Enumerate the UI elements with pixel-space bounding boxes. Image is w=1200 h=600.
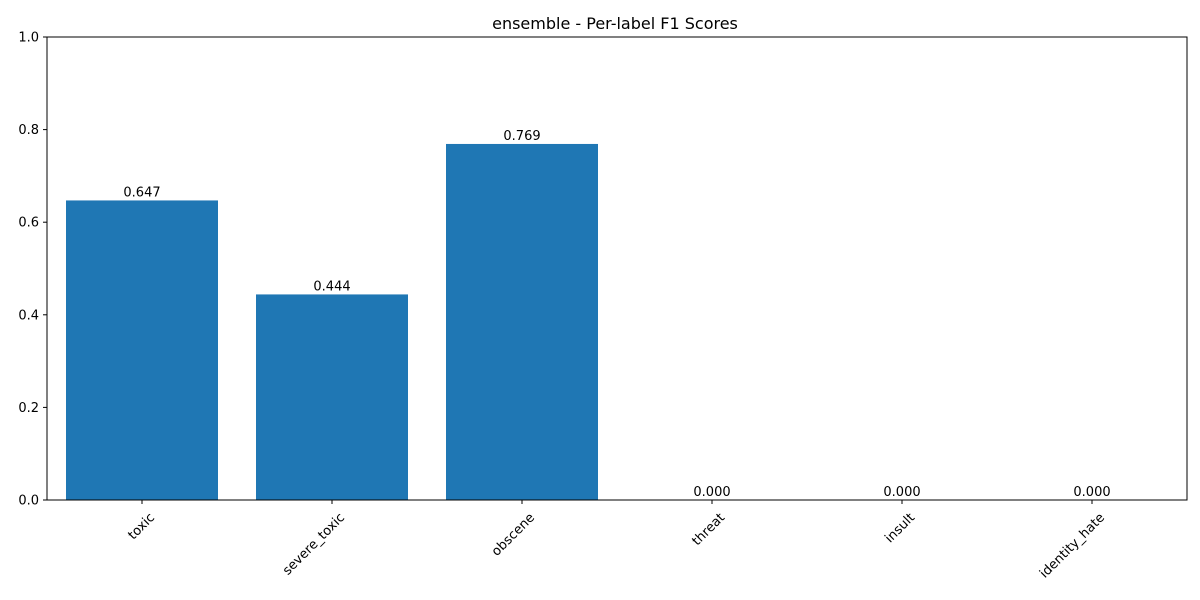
bar-toxic: [66, 200, 218, 500]
y-tick-label: 0.8: [18, 123, 39, 138]
bars-group: [66, 143, 598, 500]
y-tick-label: 0.2: [18, 401, 39, 416]
y-tick-label: 1.0: [18, 31, 39, 46]
y-tick-label: 0.0: [18, 494, 39, 509]
chart-title: ensemble - Per-label F1 Scores: [492, 14, 738, 33]
bar-value-label: 0.769: [503, 129, 540, 144]
y-tick-label: 0.6: [18, 216, 39, 231]
bar-value-label: 0.000: [1073, 485, 1110, 500]
bar-obscene: [446, 143, 598, 500]
y-tick-label: 0.4: [18, 308, 39, 323]
y-axis: 0.0 0.2 0.4 0.6 0.8 1.0: [18, 31, 47, 509]
bar-labels-group: 0.647 0.444 0.769 0.000 0.000 0.000: [123, 129, 1110, 500]
bar-value-label: 0.000: [883, 485, 920, 500]
plot-frame: [46, 36, 1188, 501]
bar-value-label: 0.647: [123, 185, 160, 200]
bar-severe-toxic: [256, 294, 408, 500]
bar-value-label: 0.000: [693, 485, 730, 500]
bar-value-label: 0.444: [313, 279, 350, 294]
